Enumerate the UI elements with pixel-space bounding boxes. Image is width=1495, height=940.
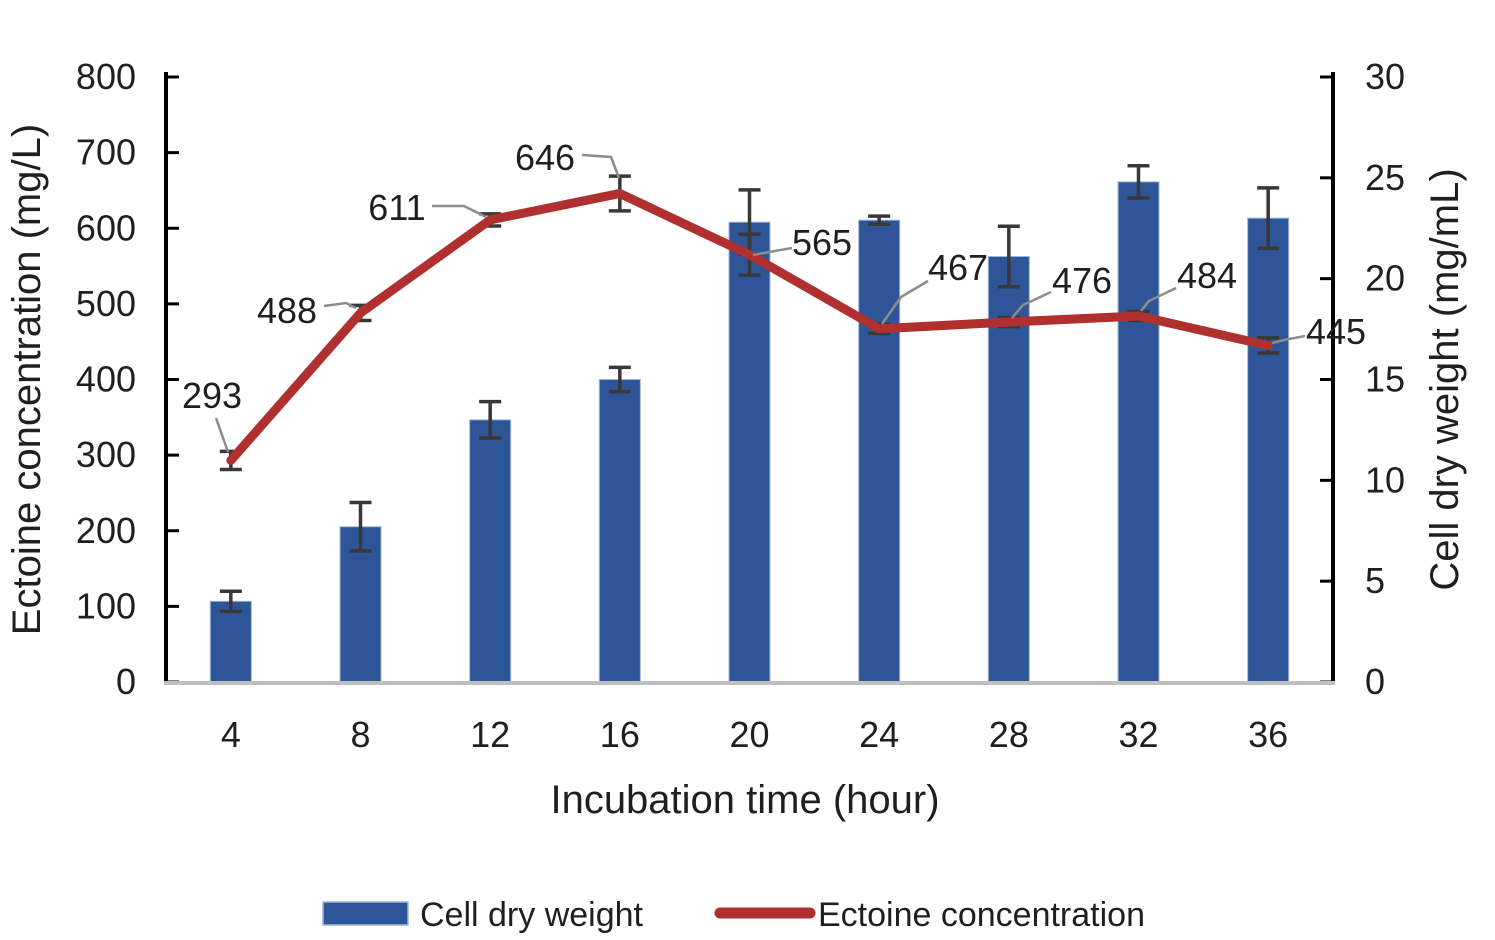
y-left-tick-label: 400 (76, 359, 136, 400)
x-tick-label: 36 (1248, 714, 1288, 755)
y-right-tick-label: 25 (1365, 157, 1405, 198)
ectoine-line (226, 188, 1273, 465)
legend-line-label: Ectoine concentration (818, 896, 1145, 934)
line-data-label: 565 (792, 222, 852, 263)
x-tick-label: 28 (989, 714, 1029, 755)
bar-error-bar (1127, 163, 1150, 200)
bar-error-bar (479, 399, 502, 440)
y-right-tick-label: 0 (1365, 661, 1385, 702)
data-label-leader (880, 279, 929, 325)
data-label-leader (1140, 286, 1177, 312)
y-right-tick-label: 15 (1365, 359, 1405, 400)
y-left-tick-label: 0 (116, 661, 136, 702)
bar (598, 379, 641, 683)
line-data-label: 484 (1177, 255, 1237, 296)
line-data-label: 445 (1306, 311, 1366, 352)
bar (1117, 181, 1160, 683)
bar-error-bar (997, 224, 1020, 289)
y-right-tick-label: 30 (1365, 56, 1405, 97)
y-right-tick-label: 20 (1365, 258, 1405, 299)
x-tick-label: 16 (600, 714, 640, 755)
y-right-tick-label: 10 (1365, 459, 1405, 500)
y-left-tick-label: 700 (76, 132, 136, 173)
bar (469, 419, 512, 683)
y-left-tick-label: 800 (76, 56, 136, 97)
line-data-label: 646 (515, 137, 575, 178)
x-axis-title: Incubation time (hour) (550, 778, 939, 822)
x-tick-label: 20 (729, 714, 769, 755)
line-data-label: 611 (368, 187, 425, 228)
line-data-label: 293 (182, 375, 242, 416)
bar (209, 600, 252, 683)
x-tick-label: 12 (470, 714, 510, 755)
data-label-leader (214, 417, 230, 453)
data-label-leader (1271, 334, 1306, 345)
bar (1247, 217, 1290, 683)
y-right-tick-label: 5 (1365, 560, 1385, 601)
x-tick-label: 8 (350, 714, 370, 755)
bar-error-bar (608, 365, 631, 394)
bar (339, 526, 382, 683)
data-label-leader (752, 246, 793, 257)
line-data-label: 488 (257, 290, 317, 331)
line-data-label: 467 (928, 247, 988, 288)
y-left-tick-label: 200 (76, 510, 136, 551)
data-label-leader (581, 153, 621, 179)
bar-error-bar (868, 214, 891, 226)
legend-bar-label: Cell dry weight (420, 896, 644, 934)
bar-error-bar (219, 589, 242, 614)
bar-error-bar (1257, 186, 1280, 251)
legend-bar-swatch (322, 901, 409, 926)
y-left-axis-title: Ectoine concentration (mg/L) (5, 124, 49, 635)
data-label-leader (1011, 290, 1052, 319)
x-tick-label: 4 (221, 714, 241, 755)
y-left-tick-label: 300 (76, 434, 136, 475)
data-label-leader (432, 204, 487, 219)
bar (858, 219, 901, 683)
line-data-label: 476 (1052, 260, 1112, 301)
y-left-tick-label: 600 (76, 207, 136, 248)
y-left-tick-label: 100 (76, 585, 136, 626)
bar-error-bar (349, 500, 372, 553)
y-left-tick-label: 500 (76, 283, 136, 324)
data-label-leader (323, 301, 357, 310)
bar (728, 221, 771, 683)
y-right-axis-title: Cell dry weight (mg/mL) (1423, 168, 1467, 590)
x-tick-label: 24 (859, 714, 899, 755)
x-tick-label: 32 (1118, 714, 1158, 755)
